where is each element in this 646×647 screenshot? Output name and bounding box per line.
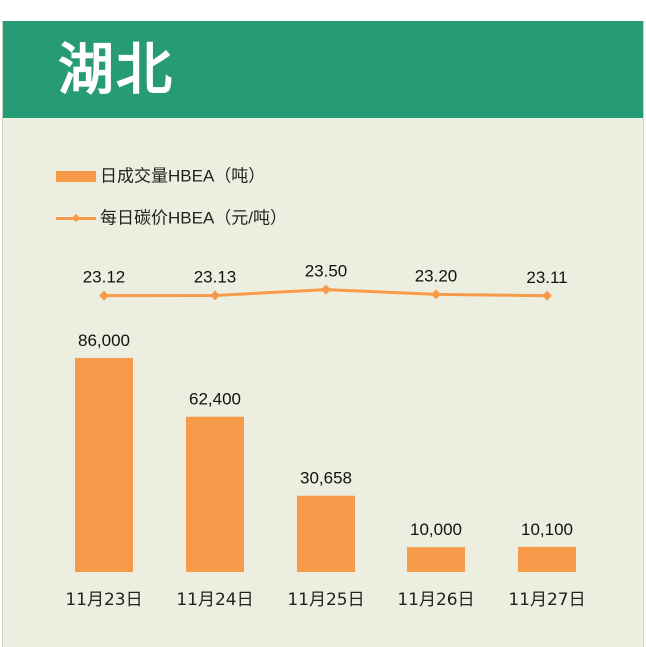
- price-value-label-1: 23.12: [83, 268, 126, 287]
- bar-3: [297, 495, 355, 572]
- price-value-label-2: 23.13: [194, 267, 237, 286]
- legend-line-swatch: [56, 213, 96, 224]
- legend-label-volume: 日成交量HBEA（吨）: [100, 166, 266, 186]
- price-point-1: [99, 290, 109, 301]
- price-point-4: [431, 289, 441, 300]
- category-label-4: 11月26日: [397, 590, 474, 610]
- price-point-3: [321, 284, 331, 295]
- legend-bar-swatch: [56, 171, 96, 183]
- category-label-2: 11月24日: [176, 590, 253, 610]
- page-title: 湖北: [58, 38, 174, 103]
- category-label-5: 11月27日: [508, 590, 585, 610]
- bar-2: [186, 416, 244, 572]
- price-point-2: [210, 290, 220, 301]
- category-label-1: 11月23日: [65, 590, 142, 610]
- price-value-label-4: 23.20: [415, 266, 458, 285]
- price-value-label-3: 23.50: [305, 262, 348, 281]
- bar-1: [75, 358, 133, 572]
- price-point-5: [542, 290, 552, 301]
- bar-value-label-2: 62,400: [189, 390, 241, 409]
- bar-5: [518, 546, 576, 572]
- header-banner: 湖北: [3, 21, 643, 118]
- bar-value-label-3: 30,658: [300, 469, 352, 488]
- legend-item-volume: 日成交量HBEA（吨）: [56, 164, 265, 188]
- bar-value-label-5: 10,100: [521, 520, 573, 539]
- legend-label-price: 每日碳价HBEA（元/吨）: [100, 208, 288, 228]
- bar-4: [407, 547, 465, 572]
- bar-value-label-1: 86,000: [78, 331, 130, 350]
- category-label-3: 11月25日: [287, 590, 364, 610]
- bar-value-label-4: 10,000: [410, 520, 462, 539]
- legend-item-price: 每日碳价HBEA（元/吨）: [56, 206, 287, 230]
- price-value-label-5: 23.11: [526, 268, 567, 287]
